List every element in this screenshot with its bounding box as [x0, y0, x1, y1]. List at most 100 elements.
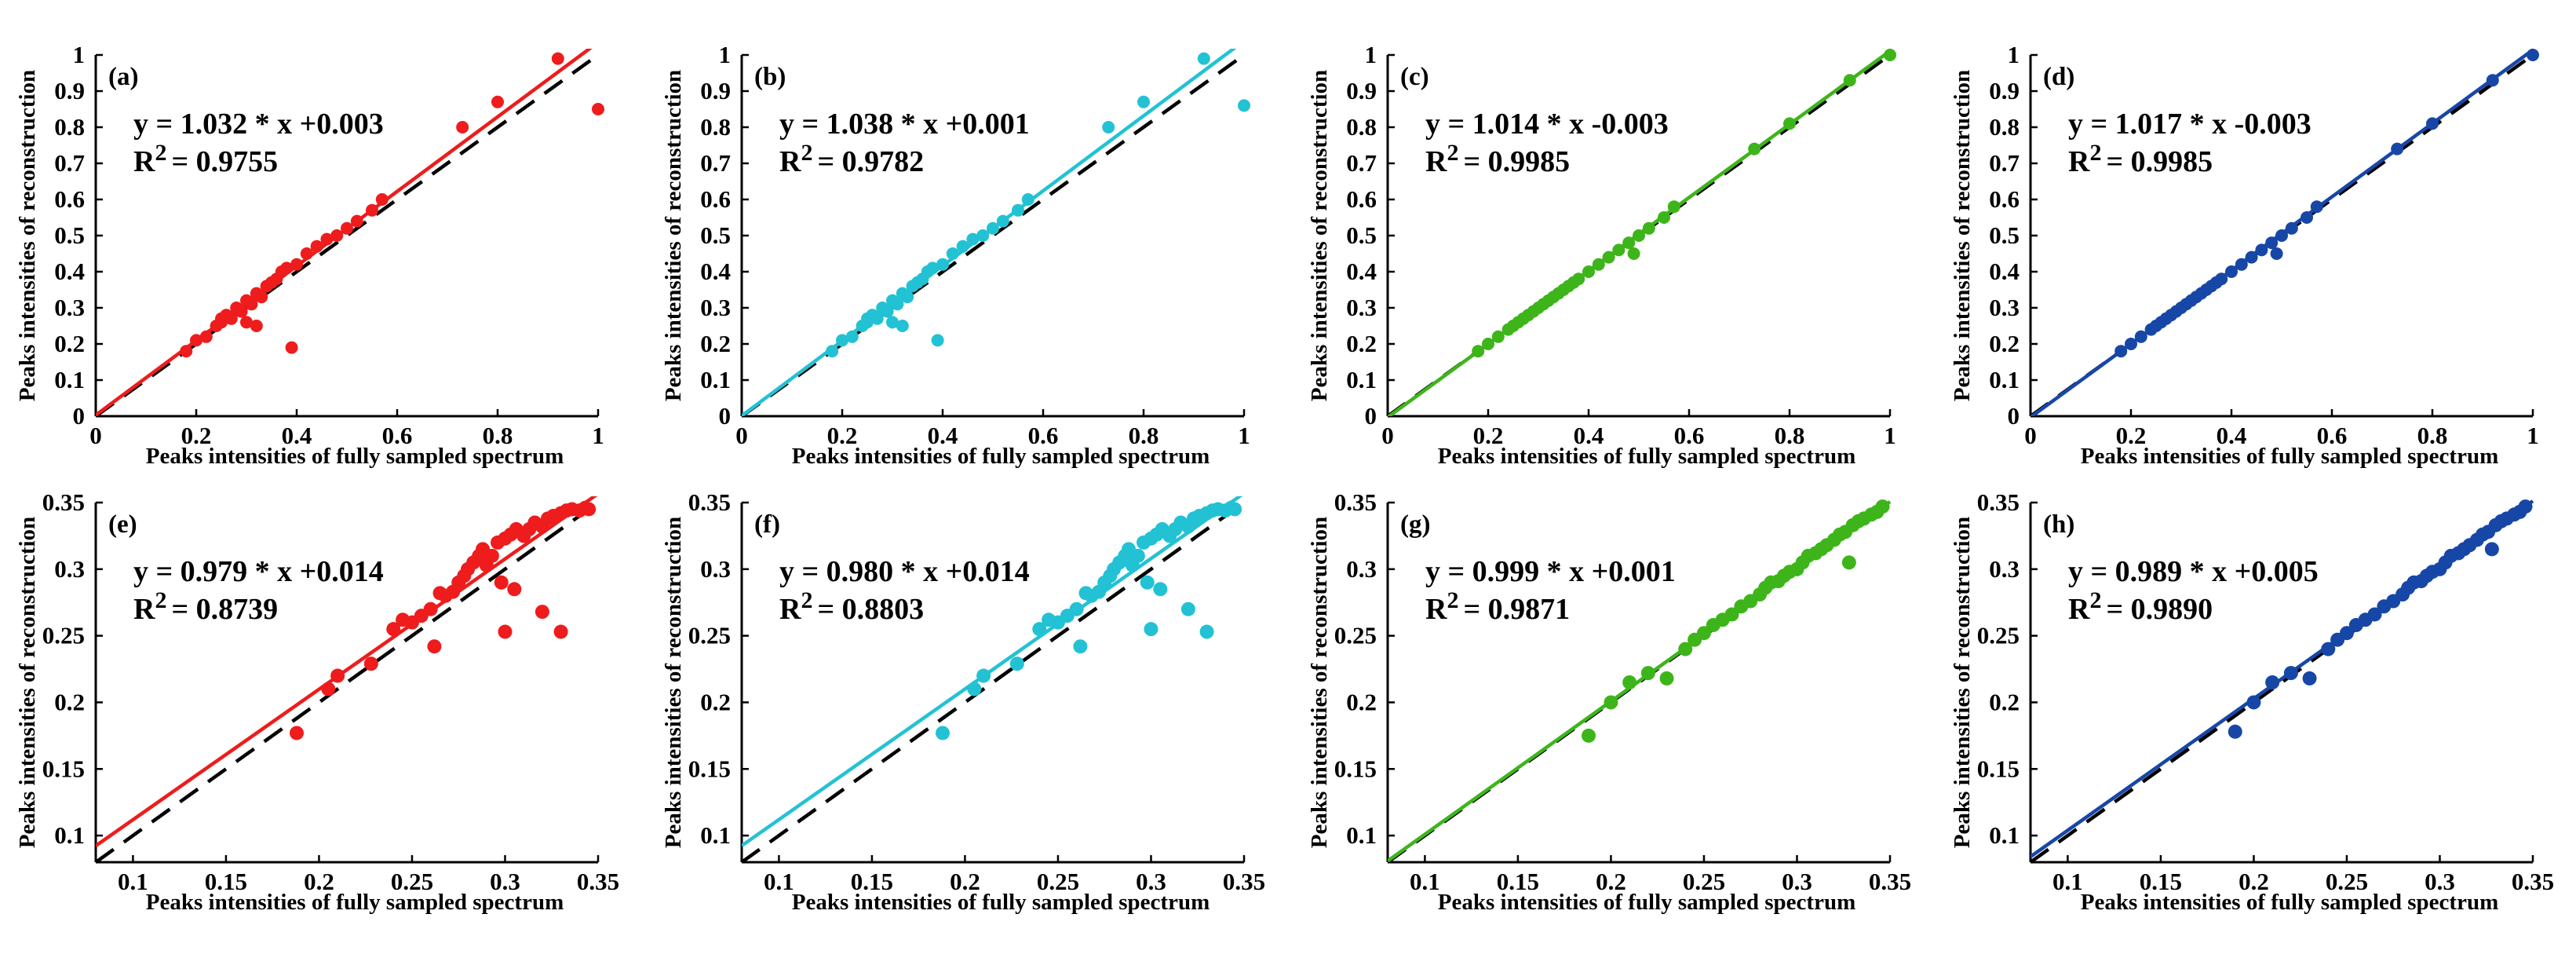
y-tick-label: 0.9 — [700, 77, 731, 104]
data-point — [427, 639, 442, 654]
panel-b: 0 0.2 0.4 0.6 0.8 1 0 0.1 0.2 0.3 0.4 0.5 0.6 0.7 0.8 0… — [661, 41, 1250, 469]
regression-equation: y = 1.032 * x +0.003 — [133, 108, 384, 141]
x-axis-label: Peaks intensities of fully sampled spect… — [1438, 444, 1855, 469]
x-tick-label: 0.15 — [2140, 868, 2182, 895]
y-tick-label: 0.7 — [1346, 149, 1377, 177]
data-point — [1884, 49, 1896, 61]
x-tick-label: 0.2 — [827, 422, 858, 449]
r-squared-symbol: R — [779, 593, 801, 626]
data-point — [2426, 117, 2439, 130]
r-squared-symbol: R — [1425, 145, 1447, 178]
data-point — [423, 601, 438, 616]
data-point — [1642, 221, 1655, 235]
data-point — [1622, 236, 1636, 250]
data-point — [180, 345, 193, 358]
data-point — [190, 334, 203, 347]
data-point — [2255, 243, 2268, 257]
data-point — [1612, 243, 1626, 257]
y-tick-label: 0.5 — [700, 221, 731, 249]
data-point — [582, 502, 597, 517]
y-tick-label: 0 — [1365, 402, 1377, 430]
x-tick-label: 0.25 — [1037, 868, 1079, 895]
x-tick-label: 0.35 — [1223, 868, 1265, 895]
x-tick-label: 0.35 — [1869, 868, 1911, 895]
x-tick-label: 0.25 — [2326, 868, 2368, 895]
y-tick-label: 0.25 — [1977, 622, 2020, 649]
data-point — [1678, 642, 1693, 656]
y-tick-label: 0.7 — [54, 149, 85, 177]
r-squared-superscript: 2 — [155, 140, 166, 166]
y-tick-label: 0.15 — [42, 755, 85, 782]
data-point — [1491, 330, 1505, 343]
data-point — [375, 193, 389, 206]
data-point — [551, 52, 564, 65]
panel-label: (d) — [2043, 63, 2074, 91]
data-point — [1153, 582, 1168, 597]
data-point — [1667, 200, 1680, 214]
y-tick-label: 0.9 — [1989, 77, 2020, 104]
r-squared-value: = 0.9871 — [1463, 593, 1570, 626]
data-point — [1696, 626, 1711, 641]
y-tick-label: 0.1 — [700, 821, 731, 849]
y-tick-label: 0.6 — [1989, 185, 2020, 213]
panel-e: 0.1 0.15 0.2 0.25 0.3 0.35 0.1 0.15 0.2 0.25 0.3 0.… — [15, 488, 619, 915]
y-tick-label: 0.2 — [54, 330, 85, 357]
data-point — [1640, 666, 1655, 681]
data-point — [1130, 548, 1145, 563]
x-tick-label: 0.15 — [851, 868, 893, 895]
data-point — [1633, 229, 1645, 242]
x-tick-label: 0.15 — [1497, 868, 1539, 895]
data-point — [1180, 601, 1195, 616]
data-point — [285, 341, 298, 354]
data-point — [1073, 639, 1088, 654]
data-point — [896, 320, 909, 332]
data-point — [1102, 121, 1115, 133]
data-point — [976, 668, 991, 683]
data-point — [1137, 95, 1150, 108]
y-tick-label: 0.1 — [54, 821, 85, 849]
data-point — [2114, 345, 2128, 358]
r-squared: R2 = 0.9985 — [2068, 140, 2213, 178]
y-axis-label: Peaks intensities of reconstruction — [1950, 70, 1975, 401]
data-point — [2302, 671, 2317, 686]
x-tick-label: 0.15 — [205, 868, 247, 895]
y-tick-label: 0.5 — [1346, 221, 1377, 249]
data-point — [310, 240, 323, 253]
y-tick-label: 0 — [73, 402, 86, 430]
x-tick-label: 0.1 — [764, 868, 794, 895]
y-tick-label: 0.25 — [1334, 622, 1377, 649]
y-tick-label: 0.7 — [1989, 149, 2020, 177]
panel-h: 0.1 0.15 0.2 0.25 0.3 0.35 0.1 0.15 0.2 0.25 0.3 0.… — [1950, 488, 2554, 915]
data-point — [931, 334, 944, 347]
y-axis-label: Peaks intensities of reconstruction — [15, 70, 40, 401]
x-tick-label: 0.6 — [1028, 422, 1059, 449]
regression-equation: y = 0.979 * x +0.014 — [133, 555, 384, 588]
x-tick-label: 0.25 — [1683, 868, 1725, 895]
data-point — [2486, 74, 2499, 87]
panel-label: (a) — [108, 63, 138, 91]
y-tick-label: 0.25 — [688, 622, 731, 649]
data-point — [498, 624, 513, 639]
y-tick-label: 0 — [719, 402, 732, 430]
panel-label: (f) — [754, 510, 780, 539]
data-point — [2321, 642, 2336, 656]
regression-equation: y = 1.014 * x -0.003 — [1425, 108, 1669, 141]
y-tick-label: 0.9 — [1346, 77, 1377, 104]
r-squared-symbol: R — [133, 145, 155, 178]
data-point — [507, 582, 522, 597]
y-tick-label: 0.1 — [1346, 821, 1377, 849]
r-squared: R2 = 0.9890 — [2068, 587, 2213, 626]
x-tick-label: 0.3 — [1782, 868, 1812, 895]
x-tick-label: 0.8 — [2417, 422, 2448, 449]
data-point — [2246, 695, 2261, 710]
data-point — [861, 316, 874, 329]
y-tick-label: 0.9 — [54, 77, 85, 104]
data-point — [1875, 499, 1890, 514]
x-tick-label: 0.8 — [1129, 422, 1159, 449]
data-point — [1627, 247, 1640, 260]
data-point — [1572, 272, 1585, 286]
panel-d: 0 0.2 0.4 0.6 0.8 1 0 0.1 0.2 0.3 0.4 0.5 0.6 0.7 0.8 0… — [1950, 41, 2539, 469]
data-point — [290, 258, 303, 271]
y-tick-label: 1 — [1365, 41, 1377, 68]
data-point — [1783, 117, 1796, 130]
